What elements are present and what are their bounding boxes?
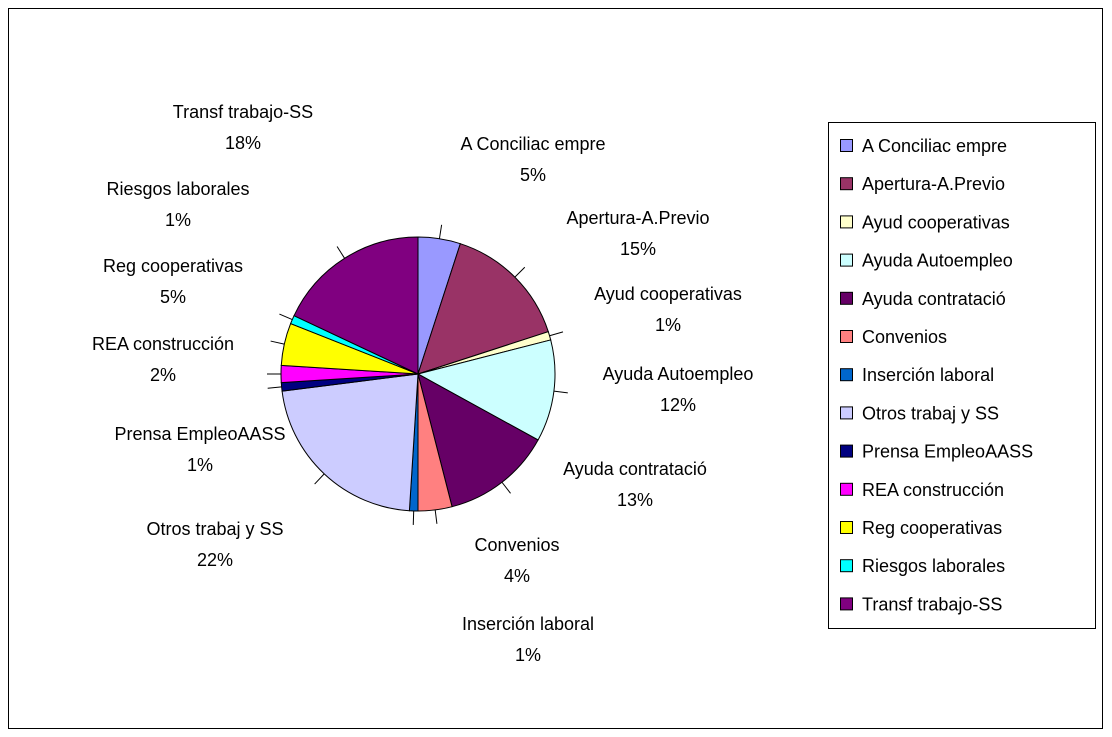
data-label-name: Ayud cooperativas (594, 284, 742, 304)
legend-swatch (840, 215, 853, 229)
data-label-name: Inserción laboral (462, 614, 594, 634)
data-label: Reg cooperativas 5% (103, 256, 243, 307)
leader-line (501, 481, 511, 494)
data-label: Convenios 4% (474, 535, 559, 586)
legend-label: Riesgos laborales (862, 556, 1005, 576)
data-label-name: Transf trabajo-SS (173, 102, 313, 122)
data-label-name: Ayuda contratació (563, 459, 707, 479)
data-label-value: 4% (504, 566, 530, 586)
data-label: REA construcción 2% (92, 334, 234, 385)
legend-swatch (840, 330, 853, 343)
legend-label: Convenios (862, 327, 947, 347)
legend-label: Prensa EmpleoAASS (862, 442, 1033, 462)
data-label-name: REA construcción (92, 334, 234, 354)
legend-swatch (840, 139, 853, 152)
leader-line (514, 266, 526, 278)
legend-label: Ayuda contratació (862, 289, 1006, 309)
legend-box (828, 122, 1096, 629)
data-label-value: 1% (187, 455, 213, 475)
data-label-name: Reg cooperativas (103, 256, 243, 276)
legend-label: Ayud cooperativas (862, 212, 1010, 232)
data-label: Ayuda contratació 13% (563, 459, 707, 510)
data-label: Ayud cooperativas 1% (594, 284, 742, 335)
data-label: Prensa EmpleoAASS 1% (114, 424, 285, 475)
data-label: A Conciliac empre 5% (460, 134, 605, 185)
data-label: Otros trabaj y SS 22% (146, 519, 283, 570)
legend-swatch (840, 291, 853, 305)
data-label-value: 1% (655, 315, 681, 335)
legend-label: A Conciliac empre (862, 136, 1007, 156)
data-label-name: Riesgos laborales (106, 179, 249, 199)
pie-slice (416, 339, 556, 441)
data-label-value: 5% (160, 287, 186, 307)
leader-line (279, 313, 293, 321)
data-label-value: 12% (660, 395, 696, 415)
legend-label: Transf trabajo-SS (862, 594, 1002, 614)
data-label-name: Convenios (474, 535, 559, 555)
legend-swatch (840, 444, 853, 458)
legend-label: Inserción laboral (862, 365, 994, 385)
data-label: Riesgos laborales 1% (106, 179, 249, 230)
leader-line (434, 509, 438, 524)
leader-line (549, 331, 564, 337)
legend-label: Reg cooperativas (862, 518, 1002, 538)
data-label-name: Apertura-A.Previo (566, 208, 709, 228)
data-label: Ayuda Autoempleo 12% (603, 364, 754, 415)
data-label: Inserción laboral 1% (462, 614, 594, 665)
data-label-value: 18% (225, 133, 261, 153)
leader-line (267, 386, 282, 389)
leader-line (270, 340, 285, 345)
legend-label: Apertura-A.Previo (862, 174, 1005, 194)
data-label-name: Ayuda Autoempleo (603, 364, 754, 384)
legend-label: REA construcción (862, 480, 1004, 500)
leader-line (336, 246, 346, 259)
data-label-value: 1% (515, 645, 541, 665)
legend-swatch (840, 368, 853, 382)
data-label-name: A Conciliac empre (460, 134, 605, 154)
legend-label: Otros trabaj y SS (862, 403, 999, 423)
data-label-value: 13% (617, 490, 653, 510)
data-label-name: Otros trabaj y SS (146, 519, 283, 539)
legend-swatch (840, 406, 853, 420)
legend-swatch (840, 177, 853, 191)
data-label-value: 5% (520, 165, 546, 185)
legend-swatch (840, 597, 853, 611)
data-label-name: Prensa EmpleoAASS (114, 424, 285, 444)
leader-line (314, 473, 325, 485)
data-label: Transf trabajo-SS 18% (173, 102, 313, 153)
data-label-value: 15% (620, 239, 656, 259)
legend-swatch (840, 521, 853, 534)
leader-line (438, 224, 443, 239)
data-label: Apertura-A.Previo 15% (566, 208, 709, 259)
data-label-value: 2% (150, 365, 176, 385)
data-label-value: 1% (165, 210, 191, 230)
legend-label: Ayuda Autoempleo (862, 251, 1013, 271)
legend-swatch (840, 253, 853, 267)
legend-swatch (840, 559, 853, 573)
leader-line (553, 390, 568, 394)
data-label-value: 22% (197, 550, 233, 570)
legend-swatch (840, 482, 853, 496)
pie-slice (293, 236, 419, 375)
